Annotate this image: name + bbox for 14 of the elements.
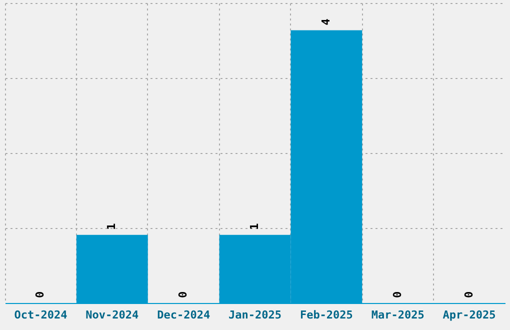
- x-tick-label: Dec-2024: [157, 308, 210, 322]
- data-label: 4: [319, 18, 332, 26]
- data-label: 1: [105, 222, 118, 230]
- x-tick-label: Feb-2025: [300, 308, 353, 322]
- x-tick-label: Jan-2025: [228, 308, 282, 322]
- x-tick-label: Oct-2024: [14, 308, 68, 322]
- data-label: 0: [34, 291, 47, 298]
- x-tick-label: Mar-2025: [371, 308, 424, 322]
- data-label: 0: [390, 291, 404, 298]
- x-tick-label: Apr-2025: [442, 308, 496, 322]
- x-tick-label: Nov-2024: [86, 308, 140, 322]
- data-label: 1: [248, 222, 261, 230]
- data-label: 0: [462, 291, 476, 298]
- data-label: 0: [176, 291, 190, 298]
